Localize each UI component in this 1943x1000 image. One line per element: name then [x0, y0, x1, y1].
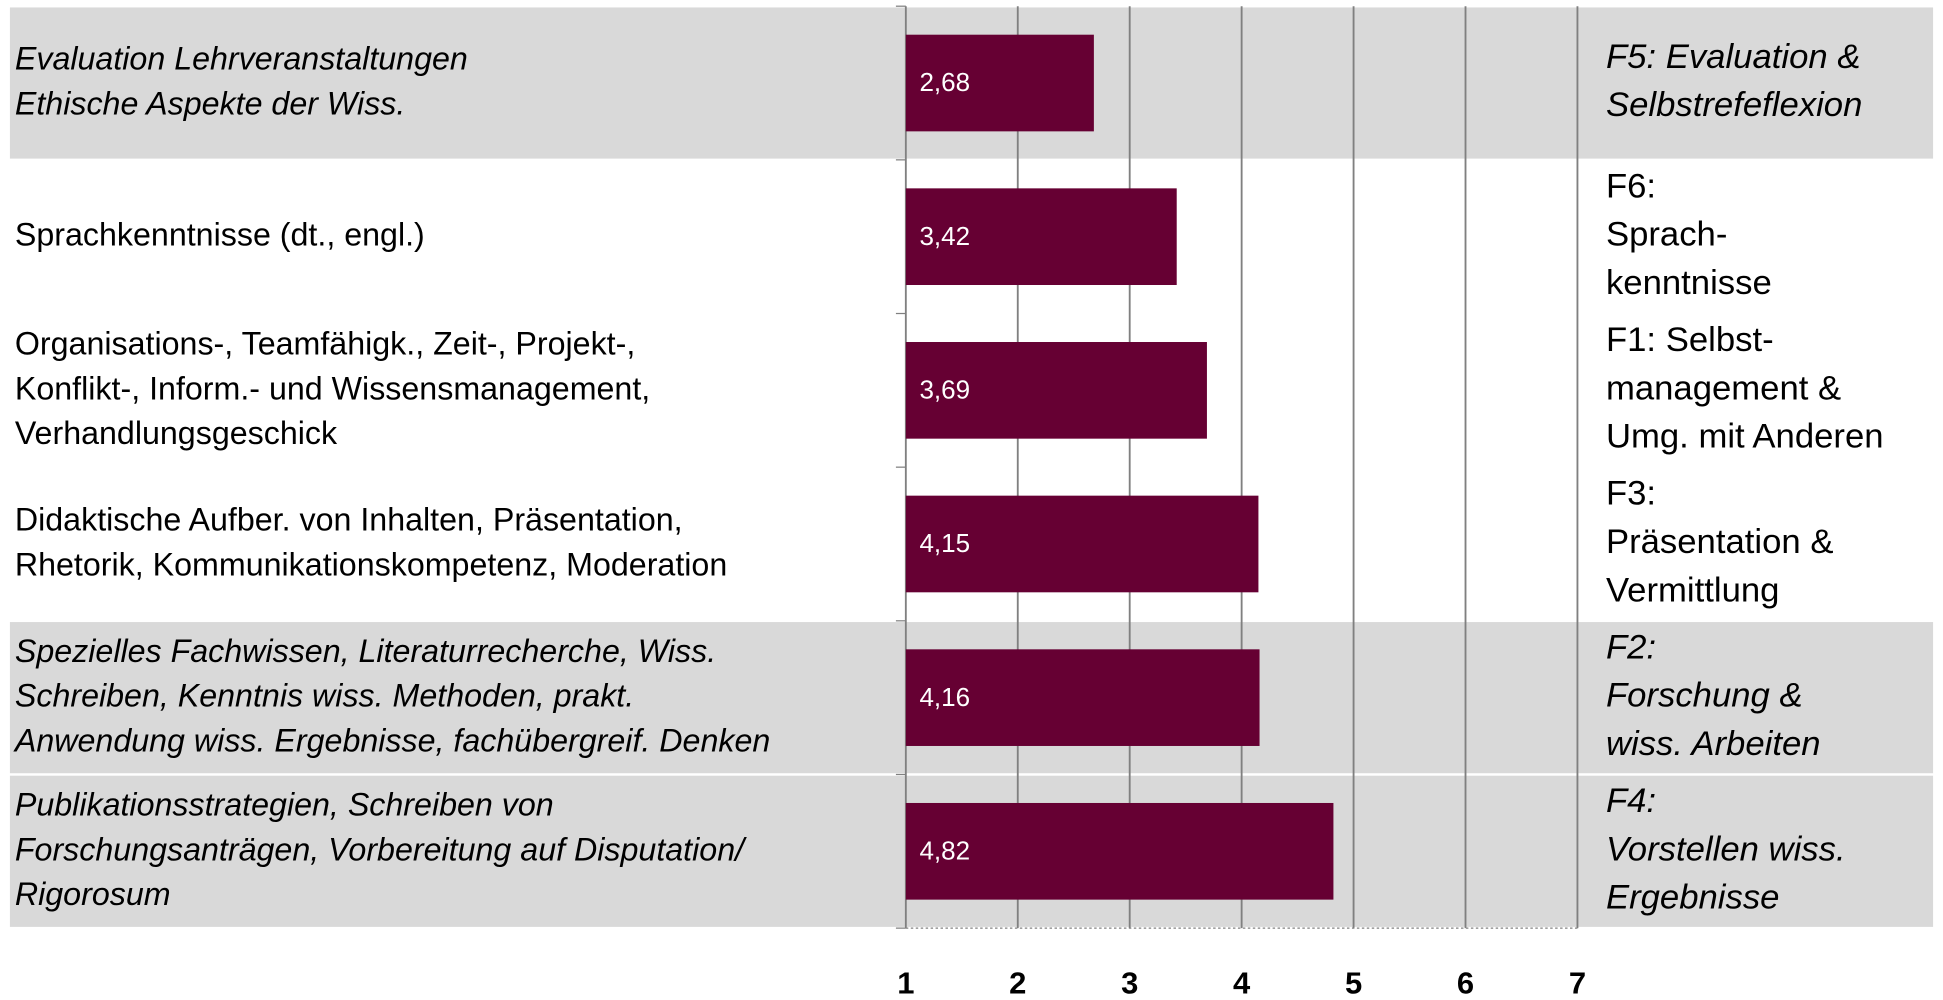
bar — [905, 649, 1260, 746]
bar — [905, 188, 1177, 286]
group-label-line: F1: Selbst- — [1606, 321, 1774, 359]
group-label-line: F5: Evaluation & — [1606, 38, 1861, 76]
category-label-line: Spezielles Fachwissen, Literaturrecherch… — [15, 633, 716, 669]
group-label: F3: Präsentation & Vermittlung — [1606, 475, 1834, 610]
group-label-line: F4: — [1606, 782, 1656, 820]
group-label: F2: Forschung & wiss. Arbeiten — [1606, 628, 1821, 763]
group-label-line: Ergebnisse — [1606, 879, 1780, 917]
category-label-line: Verhandlungsgeschick — [15, 414, 338, 450]
bar — [905, 34, 1094, 132]
x-tick-label: 3 — [1121, 965, 1138, 1000]
value-label: 4,15 — [919, 528, 970, 558]
group-label-line: Vermittlung — [1606, 571, 1780, 609]
x-tick-label: 2 — [1009, 965, 1026, 1000]
category-label: Publikationsstrategien, Schreiben von For… — [15, 786, 747, 911]
bar — [905, 802, 1334, 900]
group-label-line: Vorstellen wiss. — [1606, 830, 1846, 868]
group-label-line: F2: — [1606, 628, 1656, 666]
category-label: Spezielles Fachwissen, Literaturrecherch… — [13, 633, 770, 758]
group-label: F1: Selbst-management & Umg. mit Anderen — [1606, 321, 1884, 456]
group-label-line: management & — [1606, 369, 1841, 407]
value-label: 3,42 — [919, 221, 970, 251]
category-label-line: Organisations-, Teamfähigk., Zeit-, Proj… — [15, 325, 635, 361]
category-label: Evaluation Lehrveranstaltungen Ethische A… — [15, 40, 468, 121]
group-label: F4: Vorstellen wiss. Ergebnisse — [1606, 782, 1846, 917]
bar — [905, 342, 1207, 439]
group-label: F5: Evaluation & Selbstrefeflexion — [1606, 38, 1862, 124]
x-tick-label: 7 — [1569, 965, 1586, 1000]
category-label: Sprachkenntnisse (dt., engl.) — [15, 216, 425, 252]
group-label-line: kenntnisse — [1606, 264, 1772, 302]
category-label-line: Didaktische Aufber. von Inhalten, Präsen… — [15, 501, 683, 537]
group-label-line: Sprach- — [1606, 216, 1727, 254]
x-tick-label: 1 — [897, 965, 914, 1000]
value-label: 2,68 — [919, 67, 970, 97]
x-tick-label: 5 — [1345, 965, 1362, 1000]
category-label-line: Rigorosum — [15, 875, 171, 911]
x-tick-label: 6 — [1457, 965, 1474, 1000]
value-label: 4,82 — [919, 835, 970, 865]
category-label: Didaktische Aufber. von Inhalten, Präsen… — [15, 501, 727, 582]
category-label-line: Konflikt-, Inform.- und Wissensmanagemen… — [15, 370, 650, 406]
category-label-line: Publikationsstrategien, Schreiben von — [15, 786, 554, 822]
category-label-line: Sprachkenntnisse (dt., engl.) — [15, 216, 425, 252]
category-label-line: Evaluation Lehrveranstaltungen — [15, 40, 468, 76]
group-label-line: Forschung & — [1606, 677, 1803, 715]
group-label-line: Umg. mit Anderen — [1606, 418, 1884, 456]
category-label: Organisations-, Teamfähigk., Zeit-, Proj… — [15, 325, 650, 450]
category-label-line: Ethische Aspekte der Wiss. — [15, 85, 405, 121]
x-tick-label: 4 — [1233, 965, 1251, 1000]
group-label: F6: Sprach-kenntnisse — [1606, 168, 1772, 303]
category-label-line: Rhetorik, Kommunikationskompetenz, Moder… — [15, 546, 727, 582]
group-label-line: Präsentation & — [1606, 523, 1834, 561]
group-label-line: wiss. Arbeiten — [1606, 725, 1821, 763]
group-label-line: Selbstrefeflexion — [1606, 86, 1862, 124]
category-label-line: Schreiben, Kenntnis wiss. Methoden, prak… — [15, 677, 634, 713]
category-label-line: Forschungsanträgen, Vorbereitung auf Dis… — [15, 831, 747, 867]
value-label: 4,16 — [919, 682, 970, 712]
bar — [905, 495, 1259, 593]
value-label: 3,69 — [919, 374, 970, 404]
category-label-line: Anwendung wiss. Ergebnisse, fachübergrei… — [13, 722, 770, 758]
group-label-line: F6: — [1606, 168, 1656, 206]
group-label-line: F3: — [1606, 475, 1656, 513]
